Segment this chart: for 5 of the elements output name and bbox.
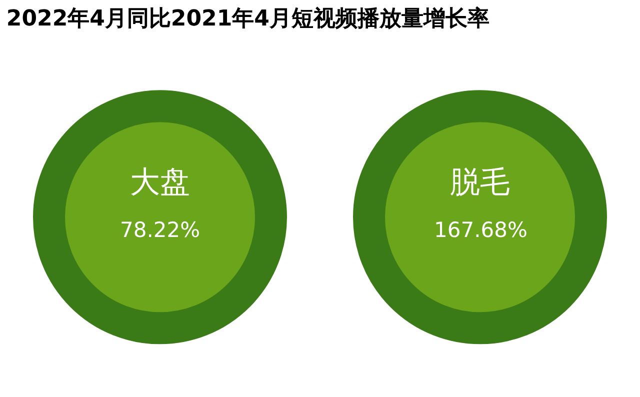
text: 2022年4月同比2021年4月短视频播放量增长率 — [6, 5, 490, 32]
category-label: 大盘 — [130, 165, 190, 200]
data-label: 167.68% — [434, 218, 528, 242]
data-label: 78.22% — [120, 218, 200, 242]
category-label: 脱毛 — [450, 165, 510, 200]
